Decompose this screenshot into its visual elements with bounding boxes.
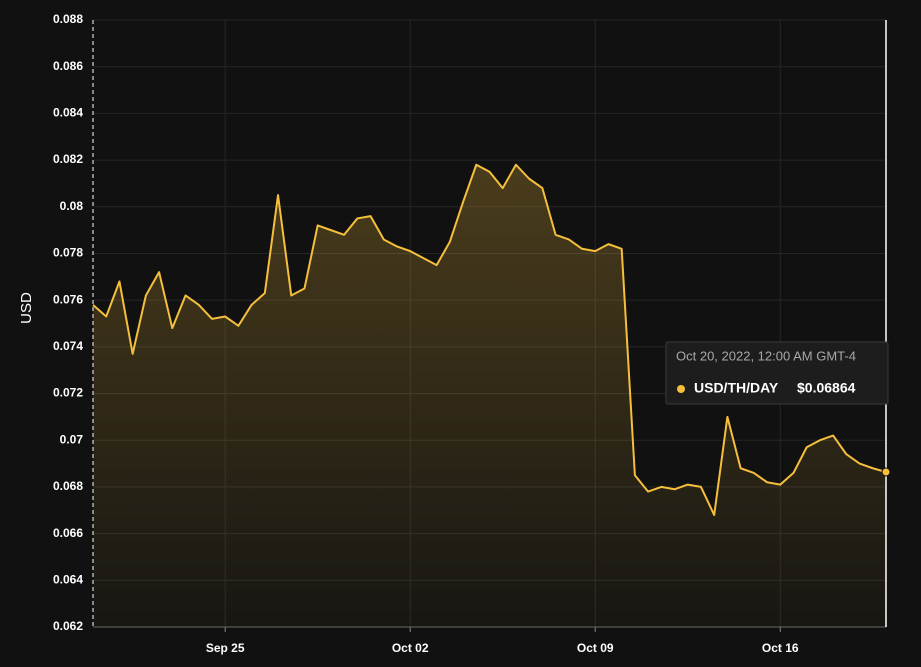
y-tick-label: 0.076 — [53, 292, 83, 306]
y-tick-label: 0.072 — [53, 386, 83, 400]
y-tick-label: 0.078 — [53, 246, 83, 260]
tooltip-value: $0.06864 — [797, 380, 856, 396]
y-tick-label: 0.064 — [53, 572, 83, 586]
y-tick-label: 0.08 — [60, 199, 84, 213]
y-tick-label: 0.084 — [53, 106, 83, 120]
hover-point — [881, 467, 891, 477]
area-fill — [93, 164, 886, 627]
tooltip-series: USD/TH/DAY — [694, 380, 779, 396]
y-tick-label: 0.068 — [53, 479, 83, 493]
line — [92, 163, 887, 516]
y-tick-label: 0.074 — [53, 339, 83, 353]
y-tick-label: 0.082 — [53, 152, 83, 166]
tooltip: Oct 20, 2022, 12:00 AM GMT-4 USD/TH/DAY … — [665, 341, 889, 405]
x-tick-label: Oct 16 — [762, 641, 799, 655]
x-tick-label: Sep 25 — [206, 641, 245, 655]
tooltip-title: Oct 20, 2022, 12:00 AM GMT-4 — [676, 348, 856, 363]
y-tick-label: 0.07 — [60, 432, 84, 446]
y-tick-label: 0.062 — [53, 619, 83, 633]
x-tick-label: Oct 09 — [577, 641, 614, 655]
y-tick-label: 0.066 — [53, 526, 83, 540]
y-axis-label: USD — [18, 292, 35, 324]
y-tick-label: 0.086 — [53, 59, 83, 73]
y-tick-label: 0.088 — [53, 12, 83, 26]
tooltip-swatch — [677, 385, 685, 393]
tooltip-box — [665, 341, 889, 405]
x-tick-label: Oct 02 — [392, 641, 429, 655]
